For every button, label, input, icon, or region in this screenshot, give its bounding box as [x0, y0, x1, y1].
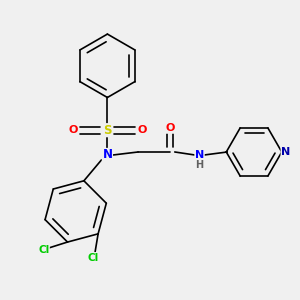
Text: N: N [195, 150, 204, 160]
Text: N: N [281, 147, 290, 157]
Text: O: O [137, 125, 147, 135]
Text: H: H [196, 160, 204, 170]
Text: Cl: Cl [88, 253, 99, 262]
Text: S: S [103, 124, 112, 137]
Text: O: O [165, 123, 175, 133]
Text: N: N [102, 148, 112, 161]
Text: O: O [68, 125, 77, 135]
Text: Cl: Cl [38, 245, 49, 255]
